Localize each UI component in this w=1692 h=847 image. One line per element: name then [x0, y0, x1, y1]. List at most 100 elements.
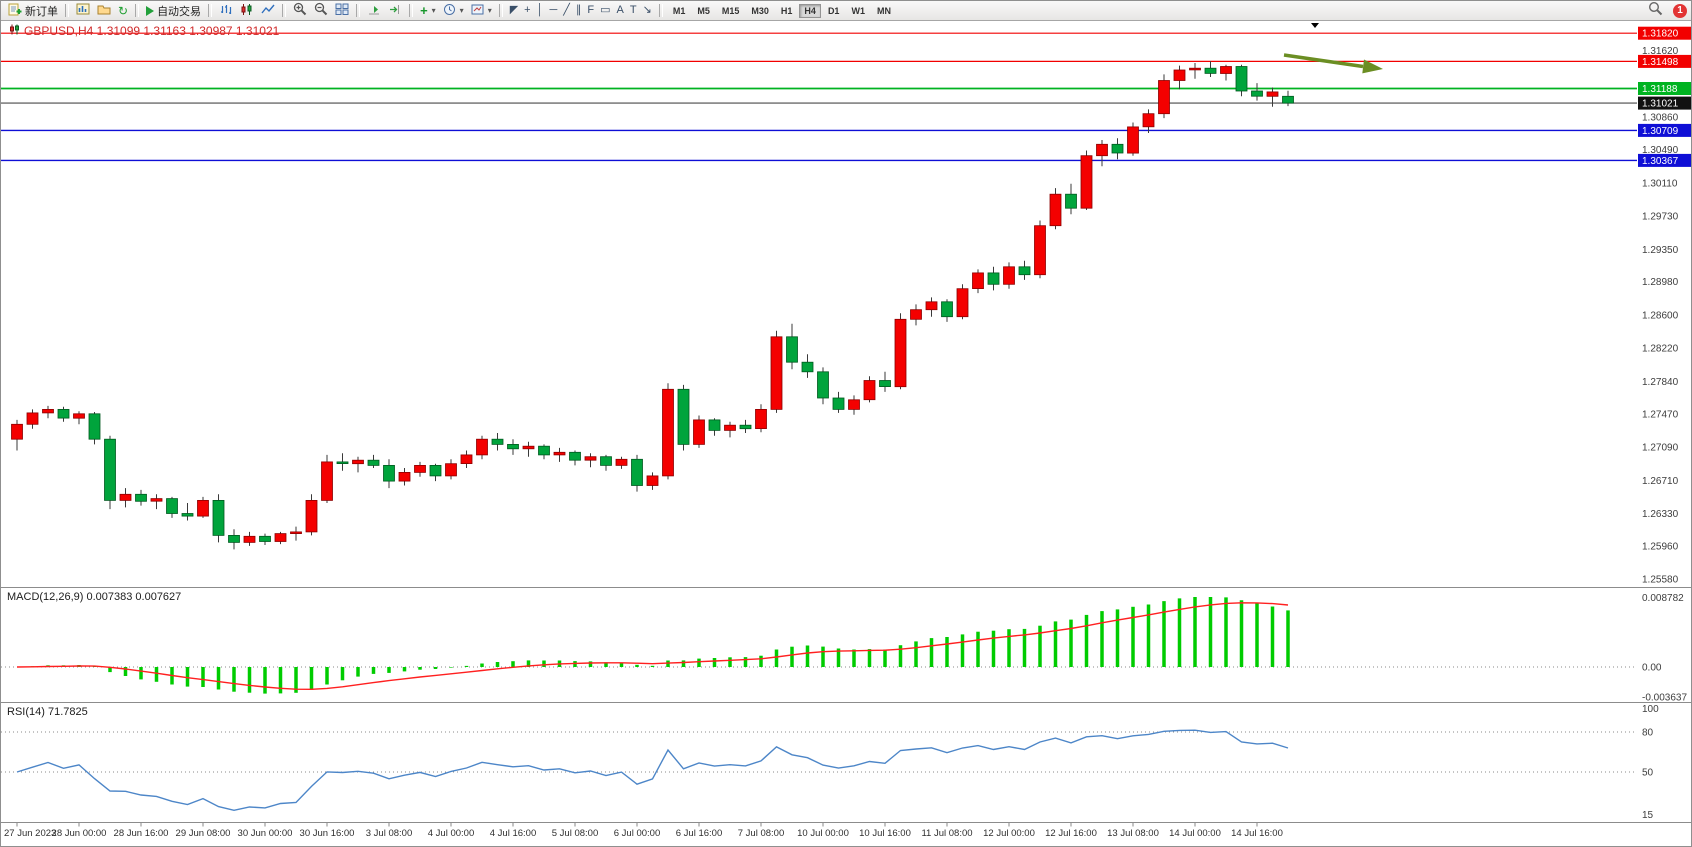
- shapes-icon: ▭: [600, 4, 611, 16]
- charts-icon: [76, 2, 90, 19]
- time-label: 30 Jun 00:00: [238, 828, 293, 839]
- text-tool-button[interactable]: A: [614, 3, 627, 19]
- price-tick: 1.29730: [1642, 212, 1679, 223]
- time-label: 14 Jul 00:00: [1169, 828, 1221, 839]
- rsi-line: [16, 729, 1289, 812]
- price-tick: 1.31620: [1642, 46, 1679, 57]
- crosshair-tool-button[interactable]: +: [521, 3, 533, 19]
- separator: [498, 4, 503, 17]
- price-badge: [1638, 26, 1691, 40]
- rsi-axis-label: 50: [1642, 768, 1654, 779]
- templates-button[interactable]: [468, 3, 495, 19]
- time-label: 13 Jul 08:00: [1107, 828, 1159, 839]
- arrows-tool-button[interactable]: ↘: [640, 3, 655, 19]
- price-badge-label: 1.30709: [1642, 126, 1679, 137]
- timeframe-d1-button[interactable]: D1: [823, 4, 845, 18]
- chart-title: GBPUSD,H4 1.31099 1.31163 1.30987 1.3102…: [9, 24, 279, 38]
- chart-shift-button[interactable]: [385, 3, 405, 19]
- cursor-icon: ◤: [509, 4, 519, 16]
- auto-scroll-button[interactable]: [364, 3, 384, 19]
- candlesticks: [11, 61, 1294, 550]
- candlestick-icon: [240, 3, 254, 19]
- time-label: 12 Jul 16:00: [1045, 828, 1097, 839]
- zoom-out-icon: [314, 2, 328, 19]
- shapes-tool-button[interactable]: ▭: [597, 3, 613, 19]
- search-icon[interactable]: [1648, 1, 1663, 21]
- notification-badge[interactable]: 1: [1673, 3, 1687, 18]
- separator: [65, 4, 69, 17]
- time-label: 29 Jun 08:00: [176, 828, 231, 839]
- auto-trading-button[interactable]: 自动交易: [143, 3, 204, 19]
- price-badge-label: 1.31188: [1642, 84, 1678, 95]
- charts-button[interactable]: [73, 3, 93, 19]
- text-icon: A: [616, 4, 624, 16]
- new-order-button[interactable]: 新订单: [5, 3, 61, 19]
- price-hlines[interactable]: [1, 32, 1637, 162]
- time-label: 30 Jun 16:00: [300, 828, 355, 839]
- timeframe-m15-button[interactable]: M15: [717, 4, 745, 18]
- cursor-tool-button[interactable]: ◤: [507, 3, 521, 19]
- macd-axis-label: 0.008782: [1642, 593, 1684, 604]
- price-tick: 1.29350: [1642, 245, 1679, 256]
- auto-scroll-icon: [367, 3, 381, 19]
- crosshair-icon: +: [524, 4, 531, 16]
- refresh-button[interactable]: ↻: [115, 3, 131, 19]
- price-tick: 1.30860: [1642, 113, 1679, 124]
- profiles-icon: [97, 2, 111, 19]
- price-tick: 1.30490: [1642, 145, 1679, 156]
- candlestick-mode-button[interactable]: [237, 3, 257, 19]
- timeframe-h1-button[interactable]: H1: [776, 4, 798, 18]
- vertical-line-tool-button[interactable]: │: [534, 3, 547, 19]
- autoscroll-marker: [1311, 23, 1319, 28]
- horizontal-line-icon: ─: [549, 4, 558, 16]
- time-label: 14 Jul 16:00: [1231, 828, 1283, 839]
- rsi-axis-label: 80: [1642, 728, 1654, 739]
- text-label-icon: T: [629, 4, 637, 16]
- arrows-icon: ↘: [642, 4, 652, 16]
- rsi-axis-label: 100: [1642, 704, 1659, 715]
- timeframe-m5-button[interactable]: M5: [692, 4, 715, 18]
- separator: [409, 4, 414, 17]
- text-label-tool-button[interactable]: T: [627, 3, 640, 19]
- time-label: 4 Jul 16:00: [490, 828, 536, 839]
- price-tick: 1.27090: [1642, 443, 1679, 454]
- rsi-panel: 100 80 50 15: [1, 704, 1659, 821]
- horizontal-line-tool-button[interactable]: ─: [546, 3, 560, 19]
- price-tick: 1.27470: [1642, 409, 1679, 420]
- separator: [208, 4, 213, 17]
- timeframe-m1-button[interactable]: M1: [668, 4, 691, 18]
- rsi-label: RSI(14) 71.7825: [7, 706, 88, 718]
- price-badge: [1638, 82, 1691, 95]
- time-label: 7 Jul 08:00: [738, 828, 784, 839]
- zoom-in-button[interactable]: [290, 2, 310, 19]
- price-badge: [1638, 123, 1691, 137]
- price-badge: [1638, 96, 1691, 110]
- timeframe-mn-button[interactable]: MN: [872, 4, 896, 18]
- timeframe-m30-button[interactable]: M30: [746, 4, 774, 18]
- zoom-out-button[interactable]: [311, 2, 331, 19]
- timeframe-h4-button[interactable]: H4: [799, 3, 821, 18]
- line-chart-mode-button[interactable]: [258, 3, 278, 19]
- add-indicator-icon: +: [420, 3, 428, 18]
- period-selector-button[interactable]: [440, 3, 467, 19]
- time-label: 3 Jul 08:00: [366, 828, 412, 839]
- vertical-line-icon: │: [536, 4, 544, 16]
- trendline-tool-button[interactable]: ╱: [560, 3, 573, 19]
- macd-axis-label: 0.00: [1642, 663, 1662, 674]
- trend-arrow-annotation[interactable]: [1283, 53, 1383, 74]
- time-label: 6 Jul 16:00: [676, 828, 722, 839]
- tile-windows-button[interactable]: [332, 3, 352, 19]
- bar-chart-icon: [219, 3, 233, 19]
- fibonacci-tool-button[interactable]: F: [584, 3, 597, 19]
- time-label: 28 Jun 00:00: [52, 828, 107, 839]
- equidistant-channel-tool-button[interactable]: ∥: [573, 3, 585, 19]
- add-indicator-button[interactable]: +: [417, 3, 439, 19]
- timeframe-w1-button[interactable]: W1: [846, 4, 870, 18]
- bar-chart-mode-button[interactable]: [216, 3, 236, 19]
- price-badge: [1638, 153, 1691, 167]
- time-label: 4 Jul 00:00: [428, 828, 474, 839]
- profiles-button[interactable]: [94, 3, 114, 19]
- price-axis[interactable]: 1.31620 1.30860 1.30490 1.30110 1.29730 1.293…: [1638, 26, 1691, 586]
